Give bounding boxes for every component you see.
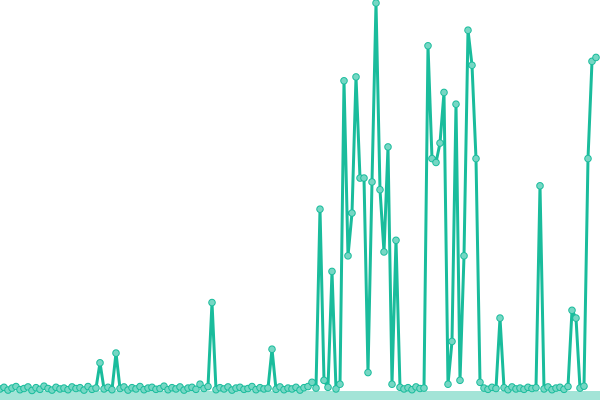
- data-point: [328, 267, 336, 276]
- data-point: [372, 0, 380, 7]
- data-point: [92, 384, 100, 392]
- data-point: [264, 384, 272, 392]
- data-point: [472, 154, 480, 163]
- data-point: [336, 380, 344, 389]
- data-point: [392, 236, 400, 245]
- data-point: [384, 143, 392, 151]
- data-point: [376, 185, 384, 194]
- data-point: [460, 252, 468, 260]
- data-point: [532, 383, 540, 392]
- data-point: [468, 61, 476, 70]
- data-point: [568, 306, 576, 315]
- data-point: [444, 380, 452, 389]
- data-point: [492, 384, 500, 393]
- data-point: [592, 53, 600, 62]
- data-point: [448, 337, 456, 346]
- data-point: [352, 73, 360, 81]
- data-point: [108, 385, 116, 394]
- data-point: [572, 314, 580, 322]
- data-point: [332, 385, 340, 393]
- data-point: [344, 252, 352, 260]
- data-point: [440, 88, 448, 97]
- series-line: [0, 1, 598, 392]
- data-point: [420, 384, 428, 392]
- data-point: [204, 382, 212, 391]
- data-point: [320, 376, 328, 385]
- baseline-band: [0, 391, 600, 400]
- data-point: [308, 378, 316, 387]
- data-point: [452, 100, 460, 108]
- data-point: [432, 158, 440, 167]
- data-point: [536, 182, 544, 190]
- data-point: [316, 205, 324, 213]
- data-point: [464, 26, 472, 35]
- data-point: [476, 378, 484, 387]
- data-point: [564, 382, 572, 391]
- data-point: [268, 345, 276, 354]
- data-point: [380, 248, 388, 256]
- data-point: [340, 77, 348, 85]
- data-point: [580, 382, 588, 390]
- data-point: [424, 41, 432, 50]
- data-point: [112, 349, 120, 357]
- data-point: [364, 368, 372, 377]
- data-point: [208, 298, 216, 307]
- data-point: [360, 174, 368, 182]
- data-point: [324, 383, 332, 392]
- data-point: [348, 209, 356, 217]
- data-point: [388, 380, 396, 389]
- data-point: [368, 178, 376, 186]
- data-point: [96, 359, 104, 367]
- data-point: [496, 314, 504, 322]
- data-point: [312, 384, 320, 392]
- data-point: [456, 376, 464, 385]
- data-point: [192, 385, 200, 394]
- data-point: [584, 154, 592, 163]
- data-point: [436, 139, 444, 147]
